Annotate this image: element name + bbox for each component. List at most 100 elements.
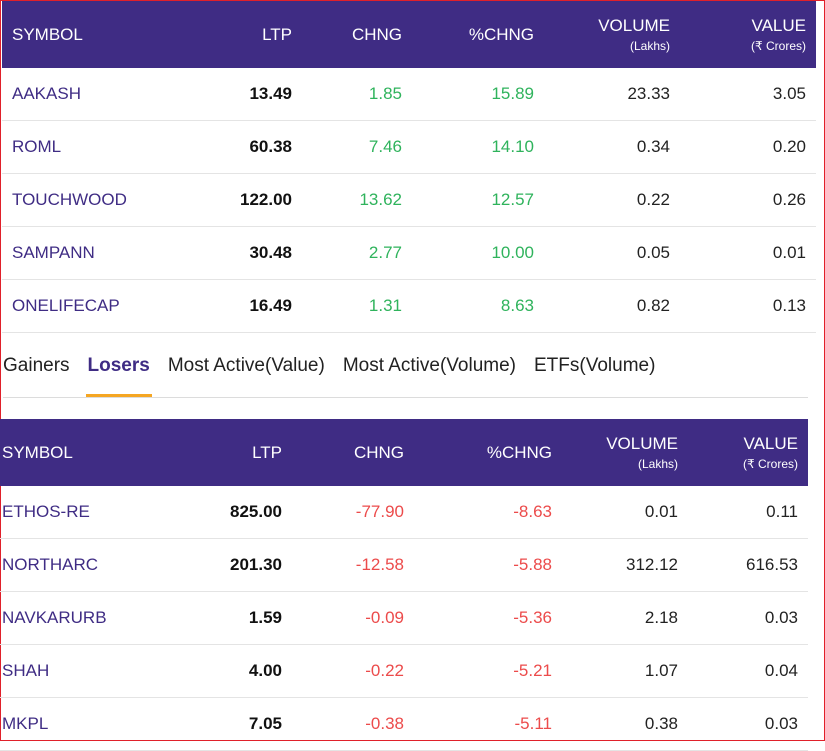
ltp-value: 13.49 [202, 68, 302, 121]
volume-value: 0.01 [562, 486, 688, 539]
col-volume-header[interactable]: VOLUME (Lakhs) [562, 419, 688, 486]
table-row[interactable]: ETHOS-RE 825.00 -77.90 -8.63 0.01 0.11 [0, 486, 808, 539]
ltp-value: 7.05 [190, 697, 292, 751]
volume-unit-label: (Lakhs) [629, 39, 670, 53]
symbol-link[interactable]: AAKASH [2, 68, 202, 121]
tab-gainers[interactable]: Gainers [3, 355, 70, 376]
table-header-row: SYMBOL LTP CHNG %CHNG VOLUME (Lakhs) VAL… [0, 419, 808, 486]
volume-value: 0.22 [544, 173, 680, 227]
top-losers-table: SYMBOL LTP CHNG %CHNG VOLUME (Lakhs) VAL… [0, 419, 808, 751]
volume-value: 312.12 [562, 538, 688, 592]
value-value: 0.01 [680, 226, 816, 280]
col-chng-header[interactable]: CHNG [302, 1, 412, 68]
tab-losers[interactable]: Losers [85, 337, 153, 397]
tab-most-active-volume[interactable]: Most Active(Volume) [342, 355, 516, 376]
ltp-value: 122.00 [202, 173, 302, 227]
symbol-link[interactable]: MKPL [0, 697, 190, 751]
table-row[interactable]: MKPL 7.05 -0.38 -5.11 0.38 0.03 [0, 697, 808, 751]
ltp-value: 4.00 [190, 644, 292, 698]
pchng-value: -5.88 [414, 538, 562, 592]
col-value-header[interactable]: VALUE (₹ Crores) [680, 1, 816, 68]
value-header-label: VALUE [751, 16, 807, 35]
chng-value: 1.31 [302, 279, 412, 333]
table-row[interactable]: ONELIFECAP 16.49 1.31 8.63 0.82 0.13 [2, 279, 816, 333]
volume-value: 2.18 [562, 591, 688, 645]
col-pchng-header[interactable]: %CHNG [414, 419, 562, 486]
ltp-value: 30.48 [202, 226, 302, 280]
pchng-value: -5.36 [414, 591, 562, 645]
chng-value: 1.85 [302, 68, 412, 121]
volume-header-label: VOLUME [598, 16, 670, 35]
value-header-label: VALUE [743, 434, 799, 453]
col-pchng-header[interactable]: %CHNG [412, 1, 544, 68]
table-row[interactable]: AAKASH 13.49 1.85 15.89 23.33 3.05 [2, 68, 816, 121]
ltp-value: 16.49 [202, 279, 302, 333]
chng-value: 13.62 [302, 173, 412, 227]
value-value: 0.03 [688, 697, 808, 751]
symbol-link[interactable]: SAMPANN [2, 226, 202, 280]
table-row[interactable]: NORTHARC 201.30 -12.58 -5.88 312.12 616.… [0, 538, 808, 592]
pchng-value: -5.21 [414, 644, 562, 698]
table-row[interactable]: NAVKARURB 1.59 -0.09 -5.36 2.18 0.03 [0, 591, 808, 645]
table-row[interactable]: SHAH 4.00 -0.22 -5.21 1.07 0.04 [0, 644, 808, 698]
pchng-value: 10.00 [412, 226, 544, 280]
pchng-value: 8.63 [412, 279, 544, 333]
pchng-value: -8.63 [414, 486, 562, 539]
col-symbol-header[interactable]: SYMBOL [2, 1, 202, 68]
value-value: 3.05 [680, 68, 816, 121]
value-unit-label: (₹ Crores) [743, 457, 798, 471]
pchng-value: 14.10 [412, 120, 544, 174]
chng-value: -0.22 [292, 644, 414, 698]
pchng-value: 12.57 [412, 173, 544, 227]
chng-value: -12.58 [292, 538, 414, 592]
volume-value: 0.38 [562, 697, 688, 751]
value-value: 616.53 [688, 538, 808, 592]
market-movers-tabs: Gainers Losers Most Active(Value) Most A… [3, 337, 808, 398]
chng-value: -0.38 [292, 697, 414, 751]
table-row[interactable]: SAMPANN 30.48 2.77 10.00 0.05 0.01 [2, 226, 816, 280]
table-row[interactable]: ROML 60.38 7.46 14.10 0.34 0.20 [2, 120, 816, 174]
value-value: 0.04 [688, 644, 808, 698]
ltp-value: 825.00 [190, 486, 292, 539]
col-value-header[interactable]: VALUE (₹ Crores) [688, 419, 808, 486]
chng-value: -0.09 [292, 591, 414, 645]
table-header-row: SYMBOL LTP CHNG %CHNG VOLUME (Lakhs) VAL… [2, 1, 816, 68]
col-ltp-header[interactable]: LTP [190, 419, 292, 486]
volume-value: 0.82 [544, 279, 680, 333]
volume-header-label: VOLUME [606, 434, 678, 453]
symbol-link[interactable]: TOUCHWOOD [2, 173, 202, 227]
volume-value: 0.34 [544, 120, 680, 174]
value-value: 0.03 [688, 591, 808, 645]
symbol-link[interactable]: ONELIFECAP [2, 279, 202, 333]
symbol-link[interactable]: NAVKARURB [0, 591, 190, 645]
symbol-link[interactable]: NORTHARC [0, 538, 190, 592]
table-row[interactable]: TOUCHWOOD 122.00 13.62 12.57 0.22 0.26 [2, 173, 816, 227]
ltp-value: 1.59 [190, 591, 292, 645]
ltp-value: 201.30 [190, 538, 292, 592]
tab-etfs-volume[interactable]: ETFs(Volume) [534, 355, 656, 376]
chng-value: -77.90 [292, 486, 414, 539]
pchng-value: -5.11 [414, 697, 562, 751]
col-chng-header[interactable]: CHNG [292, 419, 414, 486]
symbol-link[interactable]: ROML [2, 120, 202, 174]
col-symbol-header[interactable]: SYMBOL [0, 419, 190, 486]
chng-value: 2.77 [302, 226, 412, 280]
volume-value: 0.05 [544, 226, 680, 280]
volume-value: 23.33 [544, 68, 680, 121]
value-value: 0.26 [680, 173, 816, 227]
symbol-link[interactable]: SHAH [0, 644, 190, 698]
value-value: 0.20 [680, 120, 816, 174]
ltp-value: 60.38 [202, 120, 302, 174]
top-gainers-table: SYMBOL LTP CHNG %CHNG VOLUME (Lakhs) VAL… [2, 1, 816, 333]
value-value: 0.13 [680, 279, 816, 333]
chng-value: 7.46 [302, 120, 412, 174]
pchng-value: 15.89 [412, 68, 544, 121]
col-volume-header[interactable]: VOLUME (Lakhs) [544, 1, 680, 68]
col-ltp-header[interactable]: LTP [202, 1, 302, 68]
value-unit-label: (₹ Crores) [751, 39, 806, 53]
value-value: 0.11 [688, 486, 808, 539]
volume-value: 1.07 [562, 644, 688, 698]
volume-unit-label: (Lakhs) [637, 457, 678, 471]
symbol-link[interactable]: ETHOS-RE [0, 486, 190, 539]
tab-most-active-value[interactable]: Most Active(Value) [167, 355, 325, 376]
